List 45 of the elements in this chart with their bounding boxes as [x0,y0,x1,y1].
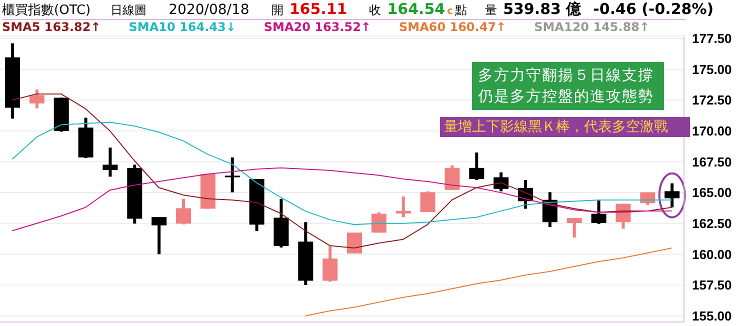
y-tick-label: 160.00 [692,246,732,262]
text: 2020/08/18 [168,2,250,18]
candlestick [102,148,118,177]
text: SMA20 163.52↑ [264,20,371,34]
annotation: 量增上下影線黑Ｋ棒，代表多空激戰 [440,117,690,137]
y-tick-label: 175.00 [692,62,732,77]
text: SMA10 164.43↓ [128,20,236,34]
chart-subtitle: 日線圖 [110,2,147,19]
chart-title: 櫃買指數(OTC) [2,2,91,19]
line-series [12,167,672,232]
candlestick [396,196,411,218]
candlestick [494,172,509,192]
candlestick [176,198,191,224]
y-tick-label: 170.00 [692,124,732,139]
candlestick [152,217,167,254]
text: 點 [455,2,468,19]
text: 開 [271,2,284,19]
y-tick-label: 155.00 [692,308,732,324]
candlestick [224,157,240,192]
candlestick [566,218,582,238]
text: SMA60 160.47↑ [398,20,506,34]
text: -0.46 (-0.28%) [593,0,714,18]
candlestick [420,191,436,212]
text: SMA5 163.82↑ [2,20,101,34]
text: 收 [369,2,382,19]
text: 165.11 [289,0,348,18]
annotation: 多方力守翻揚５日線支撐仍是多方控盤的進攻態勢 [472,62,664,110]
y-tick-label: 165.00 [692,185,732,200]
candlestick [322,246,338,282]
candlestick [444,165,460,190]
text: c [447,6,454,17]
candlestick [469,152,484,180]
text: 量 [485,2,498,19]
y-tick-label: 157.50 [692,278,732,293]
text: 539.83 億 [503,0,582,19]
y-tick-label: 172.50 [692,92,732,108]
y-tick-label: 162.50 [692,216,732,231]
candlestick [591,200,606,224]
line-series [304,248,672,316]
candlestick [29,90,44,108]
candlestick [664,183,680,208]
y-tick-label: 177.50 [692,31,732,46]
legend-label: SMA120 145.88↑ [534,20,650,34]
text: 164.54 [387,0,446,18]
y-tick-label: 167.50 [692,154,732,170]
